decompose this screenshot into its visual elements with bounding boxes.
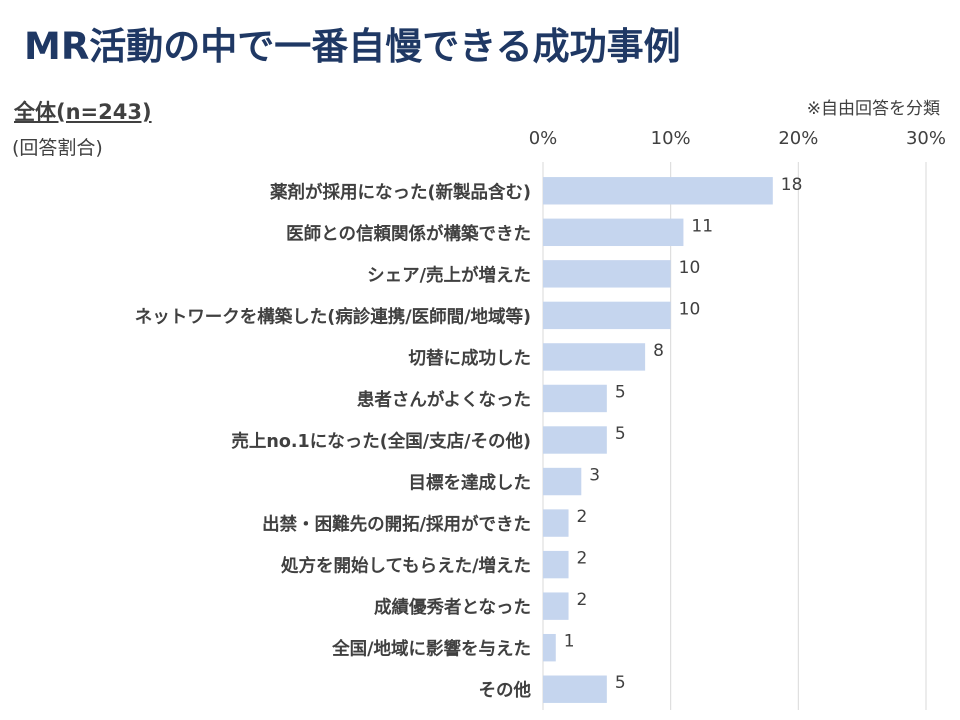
category-label: 医師との信頼関係が構築できた (286, 223, 531, 244)
value-label: 2 (577, 590, 588, 610)
sample-base-label: 全体(n=243) (14, 100, 152, 124)
bar (543, 384, 607, 413)
bar (543, 675, 607, 703)
page-title: MR活動の中で一番自慢できる成功事例 (24, 25, 681, 68)
bar (543, 633, 556, 662)
bar (543, 301, 671, 330)
classification-note: ※自由回答を分類 (806, 99, 940, 119)
bar (543, 260, 671, 288)
category-label: 全国/地域に影響を与えた (331, 639, 531, 660)
x-tick-label: 0% (529, 128, 558, 149)
category-label: シェア/売上が増えた (367, 265, 531, 286)
category-label: 処方を開始してもらえた/増えた (280, 556, 531, 577)
bar (543, 509, 569, 537)
category-label: その他 (479, 680, 532, 701)
value-label: 11 (691, 216, 713, 236)
value-label: 1 (564, 632, 575, 652)
value-label: 2 (577, 507, 588, 527)
category-label: 売上no.1になった(全国/支店/その他) (231, 431, 531, 452)
bar (543, 343, 646, 371)
value-label: 3 (589, 466, 600, 486)
category-label: 目標を達成した (409, 473, 532, 494)
value-label: 2 (577, 549, 588, 569)
value-label: 5 (615, 382, 626, 402)
category-label: 切替に成功した (409, 348, 532, 369)
value-label: 8 (653, 341, 664, 361)
value-label: 5 (615, 673, 626, 693)
category-label: 成績優秀者となった (374, 597, 531, 618)
x-tick-label: 20% (778, 128, 818, 149)
bar (543, 218, 684, 247)
bar (543, 592, 569, 620)
value-label: 18 (781, 175, 803, 195)
x-tick-label: 10% (651, 128, 691, 149)
answer-ratio-label: (回答割合) (12, 137, 103, 159)
category-label: ネットワークを構築した(病診連携/医師間/地域等) (135, 306, 531, 327)
category-label: 薬剤が採用になった(新製品含む) (270, 182, 531, 203)
bar (543, 426, 607, 454)
bar (543, 177, 773, 205)
category-label: 出禁・困難先の開拓/採用ができた (262, 514, 531, 535)
value-label: 10 (679, 258, 701, 278)
x-tick-label: 30% (906, 128, 946, 149)
bar (543, 550, 569, 579)
bar (543, 467, 582, 496)
value-label: 5 (615, 424, 626, 444)
value-label: 10 (679, 299, 701, 319)
category-label: 患者さんがよくなった (357, 389, 531, 410)
